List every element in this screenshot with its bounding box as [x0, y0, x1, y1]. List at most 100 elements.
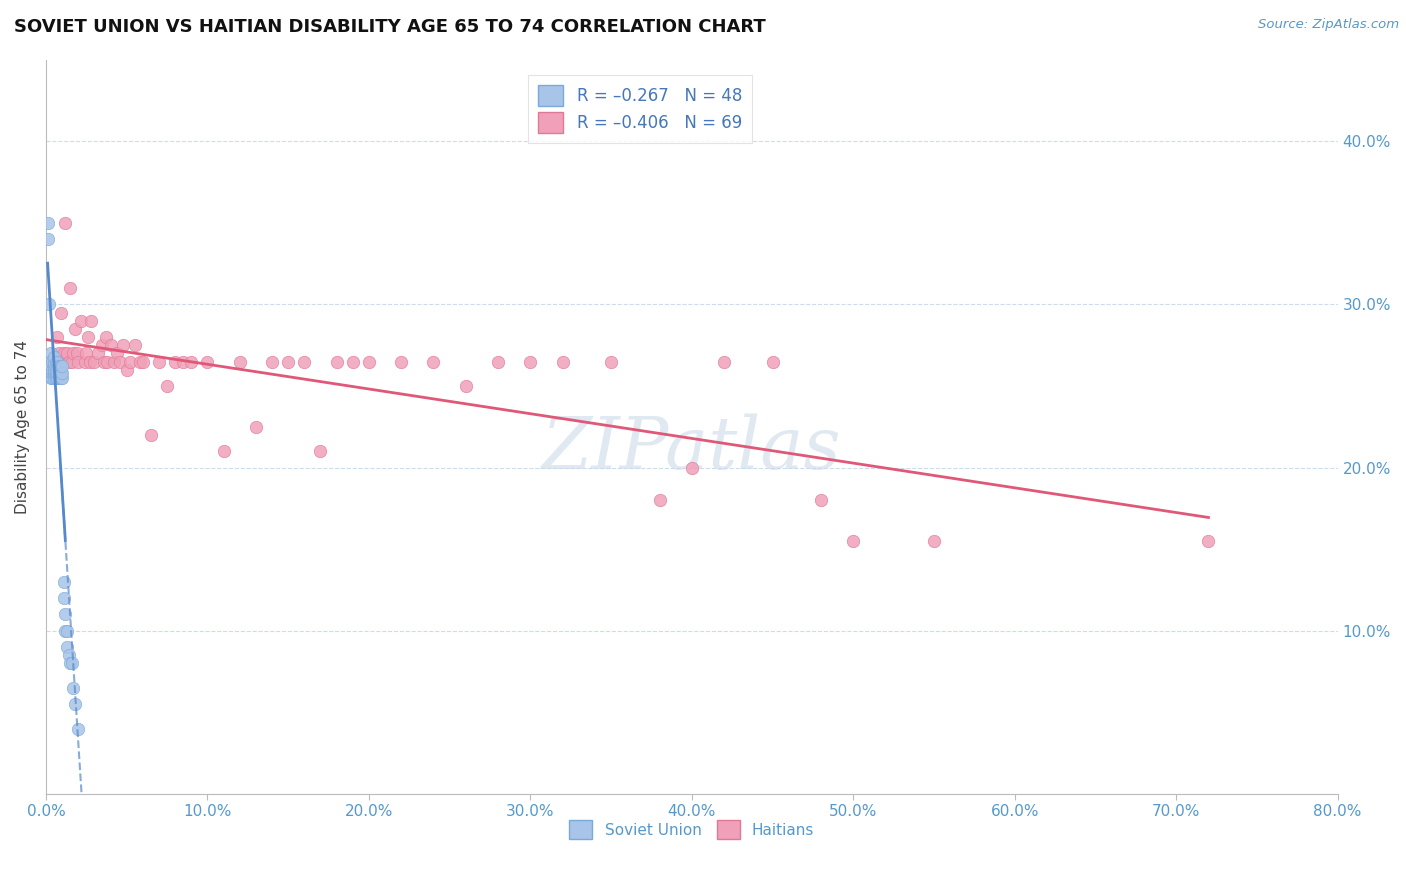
Point	[600, 354, 623, 368]
Point	[63, 322, 86, 336]
Point	[83, 354, 105, 368]
Legend: Soviet Union, Haitians: Soviet Union, Haitians	[564, 814, 820, 845]
Point	[38, 362, 60, 376]
Point	[62, 346, 84, 360]
Text: ZIPatlas: ZIPatlas	[541, 414, 842, 484]
Point	[39, 371, 62, 385]
Point	[42, 362, 65, 376]
Y-axis label: Disability Age 65 to 74: Disability Age 65 to 74	[15, 340, 30, 514]
Point	[45, 356, 67, 370]
Point	[66, 346, 89, 360]
Point	[51, 354, 73, 368]
Point	[56, 624, 79, 638]
Point	[292, 354, 315, 368]
Point	[49, 359, 72, 374]
Point	[37, 232, 59, 246]
Point	[38, 297, 60, 311]
Point	[60, 657, 83, 671]
Point	[79, 354, 101, 368]
Point	[519, 354, 541, 368]
Point	[53, 216, 76, 230]
Point	[422, 354, 444, 368]
Point	[62, 681, 84, 695]
Point	[52, 574, 75, 589]
Point	[48, 371, 70, 385]
Point	[713, 354, 735, 368]
Point	[118, 354, 141, 368]
Point	[309, 444, 332, 458]
Point	[51, 366, 73, 380]
Point	[212, 444, 235, 458]
Point	[60, 354, 83, 368]
Point	[648, 493, 671, 508]
Point	[53, 624, 76, 638]
Point	[922, 534, 945, 549]
Point	[48, 346, 70, 360]
Point	[56, 640, 79, 654]
Point	[91, 338, 114, 352]
Point	[59, 281, 82, 295]
Point	[52, 346, 75, 360]
Point	[38, 354, 60, 368]
Point	[41, 362, 63, 376]
Point	[41, 366, 63, 380]
Point	[761, 354, 783, 368]
Point	[42, 354, 65, 368]
Point	[49, 371, 72, 385]
Point	[260, 354, 283, 368]
Point	[245, 419, 267, 434]
Point	[52, 591, 75, 606]
Point	[46, 366, 69, 380]
Point	[228, 354, 250, 368]
Point	[139, 428, 162, 442]
Point	[86, 346, 108, 360]
Point	[46, 354, 69, 368]
Point	[46, 359, 69, 374]
Point	[56, 346, 79, 360]
Point	[58, 648, 80, 663]
Point	[93, 354, 115, 368]
Point	[105, 346, 128, 360]
Point	[148, 354, 170, 368]
Point	[70, 314, 93, 328]
Point	[132, 354, 155, 368]
Point	[41, 354, 63, 368]
Point	[389, 354, 412, 368]
Point	[42, 366, 65, 380]
Point	[53, 607, 76, 622]
Point	[73, 354, 96, 368]
Point	[67, 722, 90, 736]
Text: Source: ZipAtlas.com: Source: ZipAtlas.com	[1258, 18, 1399, 31]
Point	[42, 350, 65, 364]
Point	[48, 359, 70, 374]
Point	[165, 354, 187, 368]
Point	[277, 354, 299, 368]
Point	[197, 354, 219, 368]
Point	[94, 330, 117, 344]
Point	[103, 354, 125, 368]
Text: SOVIET UNION VS HAITIAN DISABILITY AGE 65 TO 74 CORRELATION CHART: SOVIET UNION VS HAITIAN DISABILITY AGE 6…	[14, 18, 766, 36]
Point	[39, 366, 62, 380]
Point	[49, 305, 72, 319]
Point	[42, 371, 65, 385]
Point	[128, 354, 150, 368]
Point	[124, 338, 146, 352]
Point	[58, 354, 80, 368]
Point	[77, 330, 100, 344]
Point	[342, 354, 364, 368]
Point	[46, 330, 69, 344]
Point	[115, 362, 138, 376]
Point	[325, 354, 347, 368]
Point	[75, 346, 97, 360]
Point	[357, 354, 380, 368]
Point	[112, 338, 135, 352]
Point	[39, 359, 62, 374]
Point	[51, 359, 73, 374]
Point	[100, 338, 122, 352]
Point	[39, 346, 62, 360]
Point	[1198, 534, 1220, 549]
Point	[551, 354, 574, 368]
Point	[80, 314, 103, 328]
Point	[156, 379, 179, 393]
Point	[810, 493, 832, 508]
